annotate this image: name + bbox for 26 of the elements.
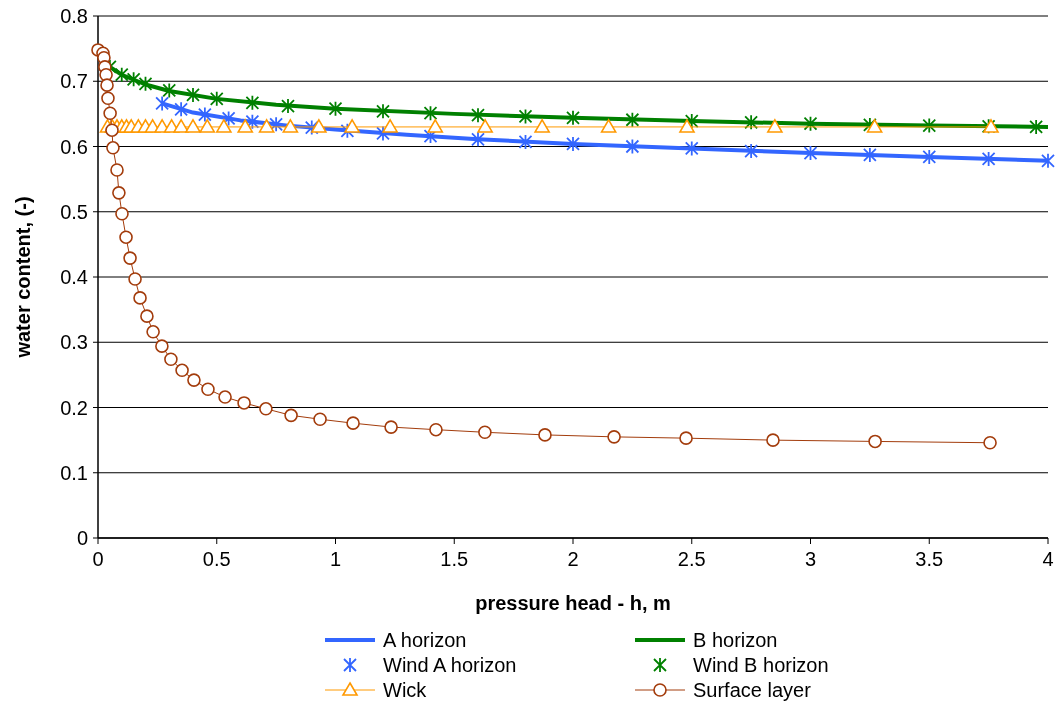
x-axis-title: pressure head - h, m: [475, 592, 671, 614]
legend-label: Wind B horizon: [693, 654, 829, 676]
legend-label: Wind A horizon: [383, 654, 517, 676]
y-tick-label: 0.1: [60, 461, 88, 484]
x-tick-label: 4: [1042, 548, 1054, 570]
y-axis-title: water content, (-): [12, 196, 34, 359]
legend-label: A horizon: [383, 629, 467, 651]
x-tick-label: 0.5: [202, 548, 231, 570]
x-tick-label: 0: [92, 548, 104, 570]
legend-label: Wick: [383, 679, 428, 701]
x-tick-label: 3: [804, 548, 817, 570]
y-tick-label: 0.8: [60, 5, 88, 27]
legend-label: B horizon: [693, 629, 778, 651]
x-tick-label: 3.5: [915, 548, 944, 570]
y-tick-label: 0.4: [60, 266, 88, 288]
y-tick-label: 0.2: [60, 396, 88, 419]
x-tick-label: 2: [567, 548, 579, 570]
y-tick-label: 0.7: [60, 70, 88, 93]
x-tick-label: 1.5: [440, 548, 469, 570]
y-tick-label: 0: [76, 527, 88, 549]
y-tick-label: 0.3: [60, 331, 88, 354]
x-tick-label: 1: [329, 548, 342, 570]
y-tick-label: 0.6: [60, 135, 88, 158]
y-tick-label: 0.5: [60, 200, 88, 223]
legend-label: Surface layer: [693, 679, 812, 701]
x-tick-label: 2.5: [677, 548, 706, 570]
